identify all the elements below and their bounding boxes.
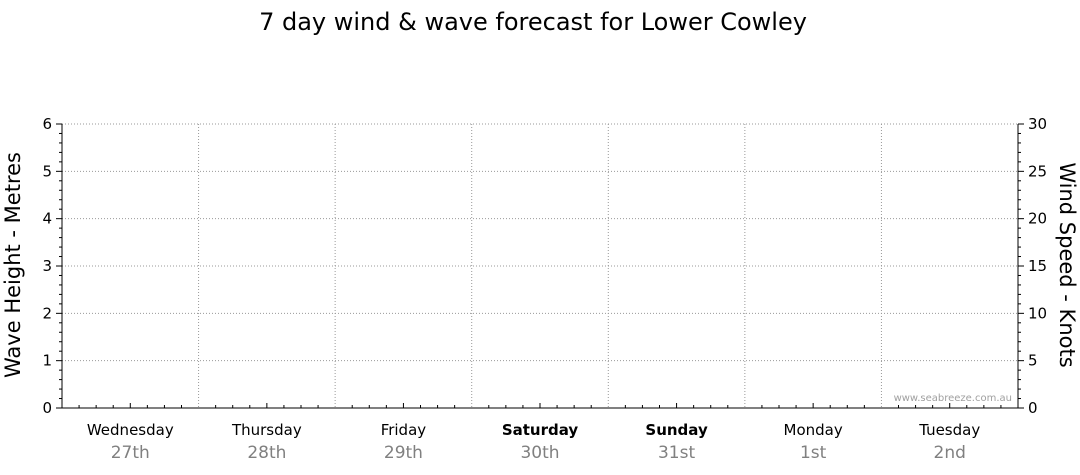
left-tick-label: 2 (42, 304, 52, 322)
left-tick-label: 6 (42, 115, 52, 133)
right-tick-label: 5 (1028, 352, 1038, 370)
left-tick-label: 1 (42, 352, 52, 370)
left-axis-label: Wave Height - Metres (1, 152, 25, 378)
left-tick-label: 4 (42, 210, 52, 228)
right-tick-label: 20 (1028, 210, 1047, 228)
day-name-label: Sunday (645, 421, 708, 439)
day-date-label: 1st (800, 443, 827, 463)
day-date-label: 31st (658, 443, 695, 463)
right-tick-label: 10 (1028, 304, 1047, 322)
left-axis-ticks: 0 1 2 3 4 5 6 (42, 115, 62, 417)
day-date-label: 30th (520, 443, 559, 463)
day-date-label: 28th (247, 443, 286, 463)
left-tick-label: 0 (42, 399, 52, 417)
day-name-label: Monday (784, 421, 843, 439)
right-axis-ticks: 0 5 10 15 20 25 30 (1018, 115, 1047, 417)
day-name-label: Thursday (231, 421, 302, 439)
day-date-label: 2nd (934, 443, 966, 463)
day-date-label: 29th (384, 443, 423, 463)
right-tick-label: 25 (1028, 162, 1047, 180)
grid-lines (62, 123, 1018, 408)
watermark-text: www.seabreeze.com.au (894, 393, 1012, 404)
right-tick-label: 30 (1028, 115, 1047, 133)
right-axis-label: Wind Speed - Knots (1055, 162, 1079, 367)
day-name-label: Wednesday (87, 421, 174, 439)
day-labels: Wednesday 27th Thursday 28th Friday 29th Satur… (87, 421, 980, 463)
day-name-label: Saturday (502, 421, 579, 439)
right-tick-label: 15 (1028, 257, 1047, 275)
left-tick-label: 3 (42, 257, 52, 275)
right-tick-label: 0 (1028, 399, 1038, 417)
left-tick-label: 5 (42, 162, 52, 180)
day-name-label: Friday (381, 421, 427, 439)
day-name-label: Tuesday (918, 421, 980, 439)
day-date-label: 27th (111, 443, 150, 463)
chart-title: 7 day wind & wave forecast for Lower Cow… (259, 8, 807, 36)
